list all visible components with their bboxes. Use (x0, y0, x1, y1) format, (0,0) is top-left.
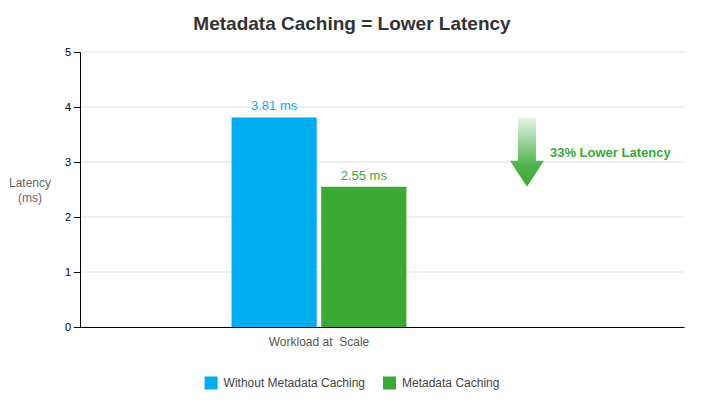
title: Metadata Caching = Lower Latency (193, 13, 511, 34)
chart: 0 1 2 3 4 5 Workload at Scale 3.81 ms 2.55 ms 33%… (0, 0, 704, 405)
data-labels: 3.81 ms 2.55 ms (251, 98, 387, 182)
annotation-arrow (510, 117, 544, 186)
tick-mark (74, 272, 80, 273)
tick-label: 5 (65, 46, 71, 58)
bar (232, 117, 317, 327)
tick-mark (74, 52, 80, 53)
tick-label: 3 (65, 156, 71, 168)
legend-label: Without Metadata Caching (224, 376, 365, 390)
tick-mark (74, 327, 80, 328)
grid-line (80, 162, 684, 163)
y-tick: 0 (65, 321, 80, 333)
plot-area: 0 1 2 3 4 5 Workload at Scale 3.81 ms 2.55 ms 33%… (65, 46, 685, 349)
legend-swatch (205, 377, 218, 390)
legend-item: Metadata Caching (383, 376, 499, 390)
y-axis-title: Latency(ms) (9, 176, 51, 205)
bar (321, 187, 406, 327)
tick-mark (74, 107, 80, 108)
tick-label: 2 (65, 211, 71, 223)
axis-line (74, 53, 81, 328)
tick-label: 4 (65, 101, 71, 113)
y-tick: 1 (65, 266, 80, 278)
legend-label: Metadata Caching (402, 376, 499, 390)
grid-line (80, 52, 684, 53)
grid (80, 52, 684, 327)
tick-label: 1 (65, 266, 71, 278)
grid-line (80, 107, 684, 108)
annotation: 33% Lower Latency (550, 145, 671, 160)
x-axis: Workload at Scale (81, 328, 685, 349)
legend: Without Metadata Caching Metadata Caching (205, 376, 500, 390)
tick-label: 0 (65, 321, 71, 333)
legend-swatch (383, 377, 396, 390)
y-tick: 5 (65, 46, 80, 58)
data-label: 2.55 ms (341, 168, 388, 183)
legend-item: Without Metadata Caching (205, 376, 365, 390)
tick-mark (74, 162, 80, 163)
axis-line (81, 327, 685, 328)
y-tick: 4 (65, 101, 80, 113)
tick-label: Workload at Scale (269, 335, 370, 349)
y-tick: 3 (65, 156, 80, 168)
y-axis: 0 1 2 3 4 5 (65, 46, 81, 333)
data-label: 3.81 ms (251, 98, 298, 113)
y-tick: 2 (65, 211, 80, 223)
bars (232, 117, 407, 327)
x-tick: Workload at Scale (269, 335, 370, 349)
tick-mark (74, 217, 80, 218)
